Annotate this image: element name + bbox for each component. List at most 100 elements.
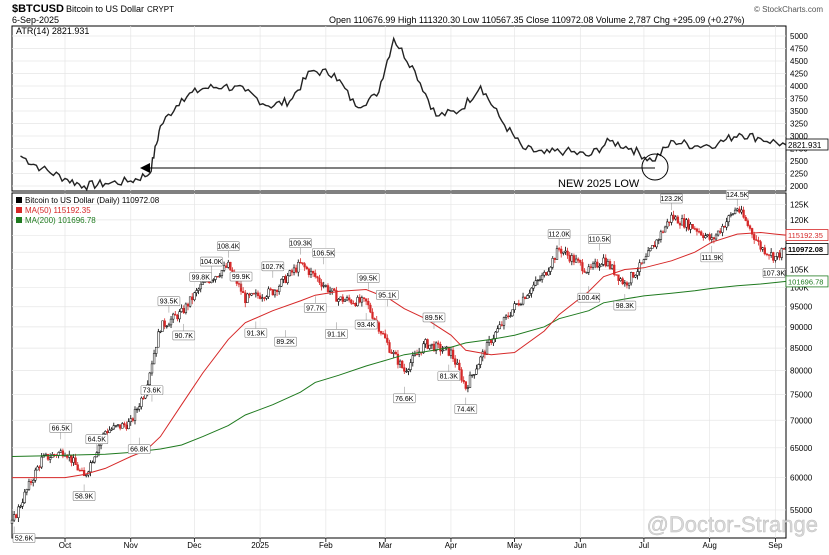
- price-annotation: 108.4K: [216, 241, 240, 258]
- price-bar: [640, 262, 643, 266]
- price-bar: [409, 358, 412, 373]
- price-bar: [396, 350, 400, 369]
- atr-last-value-tag: 2821.931: [785, 138, 829, 151]
- price-bar: [388, 339, 391, 354]
- price-annotation: 109.3K: [289, 238, 312, 255]
- price-bar: [299, 258, 302, 264]
- price-annotation: 73.6K: [140, 385, 164, 402]
- x-tick-label: Aug: [703, 541, 717, 550]
- price-bar: [371, 308, 374, 320]
- price-bar: [746, 218, 749, 228]
- price-bar: [744, 215, 747, 222]
- legend-item: MA(50) 115192.35: [16, 206, 91, 215]
- price-bar: [759, 239, 762, 252]
- price-bar: [405, 367, 408, 373]
- price-bar: [693, 226, 696, 231]
- price-bar: [710, 233, 713, 244]
- price-bar: [61, 448, 65, 459]
- price-bar: [49, 453, 52, 464]
- price-bar: [473, 374, 476, 379]
- price-bar: [403, 363, 406, 374]
- svg-text:115192.35: 115192.35: [788, 231, 823, 240]
- price-bar: [241, 287, 245, 294]
- svg-text:111.9K: 111.9K: [701, 255, 722, 262]
- price-annotation: 58.9K: [72, 484, 96, 501]
- price-bar: [307, 267, 311, 278]
- price-bar: [195, 288, 198, 297]
- price-bar: [765, 253, 769, 257]
- price-bar: [214, 275, 217, 283]
- price-bar: [708, 232, 711, 242]
- x-tick-label: Oct: [59, 541, 72, 550]
- price-bar: [386, 334, 389, 346]
- price-bar: [348, 294, 351, 303]
- atr-tick-label: 3500: [790, 107, 808, 116]
- price-bar: [536, 279, 540, 286]
- price-bar: [729, 212, 733, 218]
- price-bar: [600, 263, 603, 267]
- price-bar: [110, 427, 113, 432]
- svg-text:91.1K: 91.1K: [327, 331, 346, 338]
- price-bar: [697, 228, 701, 234]
- price-bar: [606, 258, 610, 267]
- legend-item: Bitcoin to US Dollar (Daily) 110972.08: [16, 196, 160, 205]
- price-bar: [131, 417, 135, 423]
- price-annotation: 111.9K: [700, 245, 724, 263]
- price-bar: [538, 275, 542, 282]
- price-bar: [560, 245, 563, 258]
- x-tick-label: Feb: [319, 541, 333, 550]
- price-tick-label: 100K: [790, 284, 809, 293]
- price-bar: [27, 478, 31, 491]
- price-annotation: 93.4K: [354, 313, 378, 330]
- svg-text:100.4K: 100.4K: [578, 295, 601, 302]
- price-bar: [345, 295, 349, 302]
- symbol-label: $BTCUSD: [12, 3, 64, 15]
- price-bar: [15, 513, 18, 519]
- price-bar: [772, 251, 775, 263]
- price-bar: [112, 422, 115, 430]
- price-bar: [738, 206, 741, 214]
- price-bar: [271, 289, 274, 296]
- price-bar: [135, 407, 139, 413]
- price-bar: [687, 217, 690, 231]
- price-bar: [93, 456, 96, 464]
- price-bar: [392, 350, 395, 358]
- price-bar: [468, 371, 472, 388]
- svg-text:124.5K: 124.5K: [726, 192, 749, 199]
- price-annotation: 112.0K: [547, 229, 571, 246]
- price-bar: [615, 274, 618, 276]
- price-bar: [434, 341, 438, 355]
- price-tick-label: 70000: [790, 416, 813, 425]
- svg-text:95.1K: 95.1K: [378, 292, 397, 299]
- price-annotation: 74.4K: [454, 397, 478, 414]
- svg-text:98.3K: 98.3K: [616, 303, 635, 310]
- price-bar: [152, 349, 156, 365]
- price-bar: [301, 262, 304, 266]
- atr-line: [20, 36, 787, 192]
- svg-text:MA(50) 115192.35: MA(50) 115192.35: [25, 206, 91, 215]
- price-bar: [604, 254, 607, 268]
- price-bar: [250, 292, 253, 297]
- price-bar: [430, 343, 434, 350]
- price-bar: [303, 262, 306, 271]
- price-bar: [712, 236, 716, 244]
- price-bar: [562, 251, 565, 256]
- price-bar: [757, 236, 760, 246]
- svg-text:99.9K: 99.9K: [232, 274, 251, 281]
- price-bar: [676, 215, 680, 224]
- price-bar: [197, 287, 200, 295]
- price-annotation: 89.2K: [274, 330, 297, 347]
- price-bar: [680, 214, 684, 226]
- price-bar: [655, 239, 658, 250]
- price-bar: [411, 351, 414, 367]
- price-bar: [333, 288, 336, 291]
- x-tick-label: Jun: [574, 541, 587, 550]
- price-bar: [748, 224, 752, 231]
- price-bar: [25, 488, 28, 496]
- price-bar: [118, 424, 122, 431]
- price-bar: [284, 274, 287, 284]
- price-annotation: 91.1K: [325, 322, 348, 339]
- price-bar: [59, 448, 62, 453]
- price-bar: [566, 247, 569, 259]
